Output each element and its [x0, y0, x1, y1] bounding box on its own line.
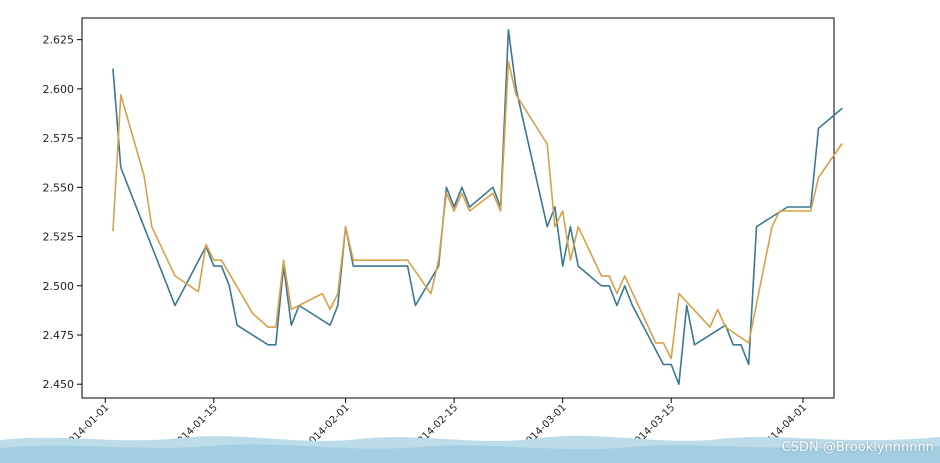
y-tick-label: 2.475: [43, 329, 75, 342]
y-tick-label: 2.625: [43, 34, 75, 47]
y-tick-label: 2.550: [43, 181, 75, 194]
series-layer: [112, 28, 843, 386]
bottom-wave-decoration: [0, 435, 940, 463]
plot-area: [81, 17, 835, 399]
y-tick-label: 2.500: [43, 280, 75, 293]
y-axis: 2.450 2.475 2.500 2.525 2.550 2.575 2.600 2.625: [43, 34, 82, 391]
y-tick-label: 2.450: [43, 378, 75, 391]
y-tick-label: 2.600: [43, 83, 75, 96]
series-line-2: [112, 60, 843, 360]
y-tick-label: 2.575: [43, 132, 75, 145]
y-tick-label: 2.525: [43, 231, 75, 244]
series-line-1: [112, 28, 843, 386]
watermark-text: CSDN @Brooklynnnnnn: [781, 440, 934, 455]
